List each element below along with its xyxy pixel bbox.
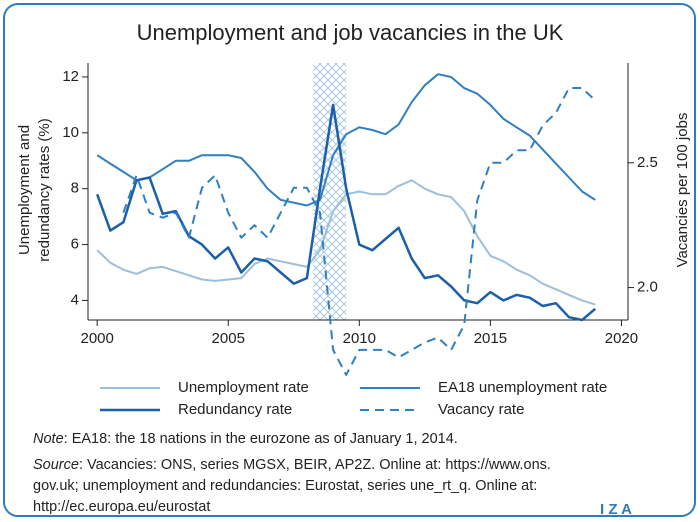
y2-tick-label: 2.0 bbox=[637, 279, 658, 296]
y-tick-label: 4 bbox=[71, 291, 79, 308]
y2-axis-label: Vacancies per 100 jobs bbox=[674, 113, 691, 268]
source-text: http://ec.europa.eu/eurostat bbox=[33, 499, 210, 515]
x-tick-label: 2020 bbox=[605, 330, 638, 347]
legend-label: Vacancy rate bbox=[438, 401, 524, 418]
legend-label: Redundancy rate bbox=[178, 401, 292, 418]
legend-label: Unemployment rate bbox=[178, 379, 309, 396]
x-tick-label: 2005 bbox=[212, 330, 245, 347]
y-tick-label: 6 bbox=[71, 236, 79, 253]
source-text: : Vacancies: ONS, series MGSX, BEIR, AP2… bbox=[79, 457, 551, 473]
source: Source: Vacancies: ONS, series MGSX, BEI… bbox=[33, 457, 551, 473]
source-text: gov.uk; unemployment and redundancies: E… bbox=[33, 478, 537, 494]
y-tick-label: 12 bbox=[62, 68, 79, 85]
chart-title: Unemployment and job vacancies in the UK bbox=[137, 20, 564, 45]
x-tick-label: 2000 bbox=[80, 330, 113, 347]
legend-label: EA18 unemployment rate bbox=[438, 379, 607, 396]
y-tick-label: 8 bbox=[71, 180, 79, 197]
footnotes: Note: EA18: the 18 nations in the eurozo… bbox=[33, 431, 632, 518]
note-label: Note bbox=[33, 431, 64, 447]
y-axis-label: Unemployment and bbox=[16, 125, 33, 255]
series-line bbox=[122, 87, 596, 376]
series-line bbox=[96, 103, 597, 322]
y-tick-label: 10 bbox=[62, 124, 79, 141]
source-label: Source bbox=[33, 457, 79, 473]
series-line bbox=[96, 73, 596, 207]
x-tick-label: 2010 bbox=[343, 330, 376, 347]
frame bbox=[3, 3, 696, 517]
y-axis-label: redundancy rates (%) bbox=[36, 118, 53, 261]
series-line bbox=[96, 179, 596, 306]
logo: I Z A bbox=[600, 501, 632, 518]
note: Note: EA18: the 18 nations in the eurozo… bbox=[33, 431, 458, 447]
x-tick-label: 2015 bbox=[474, 330, 507, 347]
y2-tick-label: 2.5 bbox=[637, 154, 658, 171]
note-text: : EA18: the 18 nations in the eurozone a… bbox=[64, 431, 458, 447]
